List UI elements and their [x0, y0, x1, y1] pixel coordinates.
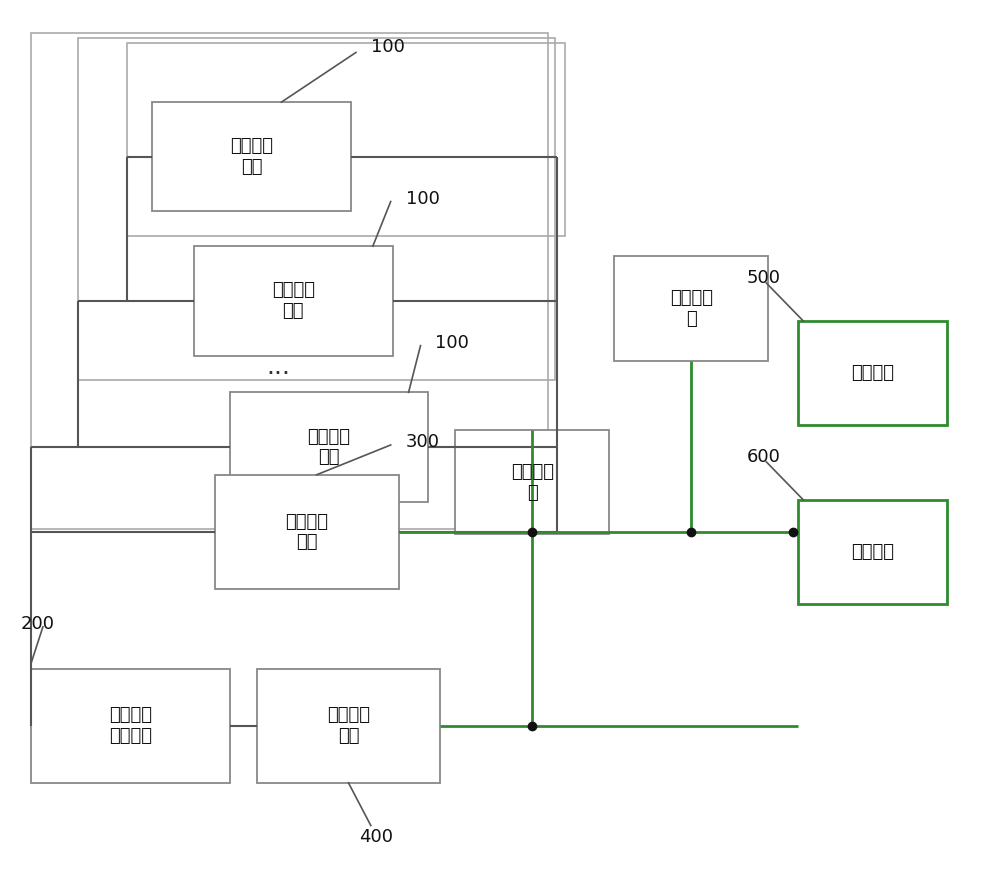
Text: 分闸驱动
模块: 分闸驱动 模块	[285, 512, 328, 551]
Text: 第一接口: 第一接口	[851, 364, 894, 382]
Text: 300: 300	[406, 433, 440, 451]
Text: 第二电源
端: 第二电源 端	[670, 289, 713, 327]
Bar	[798, 320, 947, 425]
Text: 200: 200	[21, 615, 55, 633]
Text: 分闸控制
通道: 分闸控制 通道	[308, 428, 351, 466]
Text: 500: 500	[746, 269, 780, 287]
Text: 100: 100	[406, 189, 439, 208]
Text: 第一电源
端: 第一电源 端	[511, 463, 554, 502]
Text: 400: 400	[359, 828, 393, 847]
Bar	[152, 102, 351, 211]
Text: 第二接口: 第二接口	[851, 543, 894, 561]
Text: 合闸驱动
模块: 合闸驱动 模块	[327, 707, 370, 745]
Bar	[455, 430, 609, 534]
Text: ···: ···	[266, 362, 290, 386]
Bar	[215, 475, 399, 589]
Bar	[127, 42, 565, 237]
Bar	[230, 392, 428, 502]
Text: 600: 600	[746, 448, 780, 466]
Bar	[257, 669, 440, 783]
Bar	[614, 256, 768, 361]
Text: 分闸控制
通道: 分闸控制 通道	[272, 282, 315, 320]
Text: 100: 100	[371, 39, 405, 56]
Text: 分闸控制
通道: 分闸控制 通道	[230, 137, 273, 176]
Text: 100: 100	[435, 334, 469, 352]
Bar	[78, 38, 555, 380]
Bar	[194, 246, 393, 356]
Bar	[31, 33, 548, 530]
Bar	[798, 500, 947, 604]
Text: 主动合闸
控制通道: 主动合闸 控制通道	[109, 707, 152, 745]
Bar	[31, 669, 230, 783]
